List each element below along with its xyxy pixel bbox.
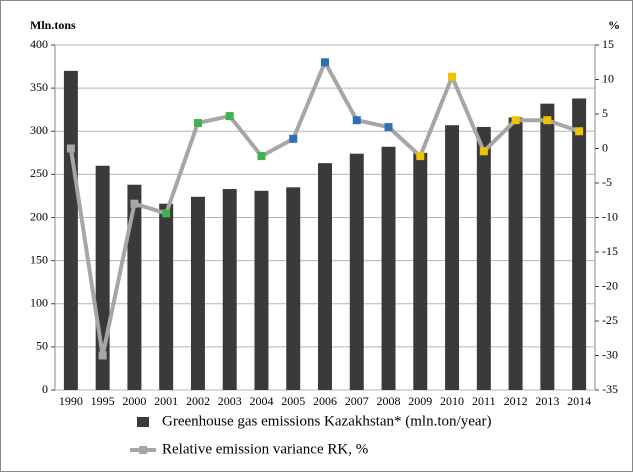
y2-tick-label: -25 — [602, 313, 618, 327]
marker — [416, 152, 425, 161]
bar — [476, 126, 491, 390]
x-tick-label: 2000 — [122, 394, 146, 408]
y2-tick-label: -30 — [602, 347, 618, 361]
x-tick-label: 2006 — [313, 394, 337, 408]
x-tick-label: 2011 — [472, 394, 496, 408]
bar — [286, 187, 301, 390]
y2-tick-label: 5 — [602, 106, 608, 120]
legend-label: Greenhouse gas emissions Kazakhstan* (ml… — [162, 413, 492, 429]
y2-tick-label: 0 — [602, 140, 608, 154]
marker — [66, 144, 75, 153]
marker — [162, 209, 171, 218]
marker — [257, 152, 266, 161]
bar — [572, 98, 587, 390]
marker — [193, 118, 202, 127]
bar — [349, 153, 364, 390]
x-tick-label: 1995 — [91, 394, 115, 408]
marker — [479, 147, 488, 156]
y-tick-label: 300 — [30, 123, 48, 137]
y2-tick-label: 15 — [602, 37, 614, 51]
bar — [445, 125, 460, 391]
x-tick-label: 2013 — [535, 394, 559, 408]
x-tick-label: 2001 — [154, 394, 178, 408]
bar — [540, 103, 555, 391]
marker — [352, 116, 361, 125]
bar — [318, 163, 332, 390]
legend-label: Relative emission variance RK, % — [162, 441, 368, 457]
x-tick-label: 2005 — [281, 394, 305, 408]
bar — [508, 117, 523, 390]
legend-swatch — [139, 446, 147, 454]
marker — [543, 116, 552, 125]
x-tick-label: 2010 — [440, 394, 464, 408]
marker — [98, 351, 107, 360]
bar — [254, 190, 269, 390]
bar — [127, 184, 142, 390]
y2-unit-label: % — [608, 18, 620, 32]
y-tick-label: 350 — [30, 80, 48, 94]
y-tick-label: 0 — [42, 382, 48, 396]
marker — [225, 112, 234, 121]
marker — [511, 116, 520, 125]
marker — [575, 127, 584, 136]
bar — [222, 189, 237, 390]
y-tick-label: 200 — [30, 209, 48, 223]
marker — [321, 58, 329, 67]
y-tick-label: 50 — [36, 339, 48, 353]
bar — [63, 70, 78, 390]
x-tick-label: 2002 — [186, 394, 210, 408]
marker — [448, 72, 457, 81]
marker — [384, 123, 393, 132]
y2-tick-label: 10 — [602, 71, 614, 85]
x-tick-label: 2004 — [249, 394, 273, 408]
bar — [381, 146, 396, 390]
y-unit-label: Mln.tons — [30, 18, 76, 32]
y2-tick-label: -20 — [602, 278, 618, 292]
x-tick-label: 2007 — [345, 394, 369, 408]
x-tick-label: 2003 — [218, 394, 242, 408]
marker — [289, 134, 298, 143]
marker — [130, 199, 139, 208]
y-tick-label: 250 — [30, 166, 48, 180]
y2-tick-label: -35 — [602, 382, 618, 396]
y-tick-label: 100 — [30, 296, 48, 310]
bar — [190, 196, 205, 390]
y-tick-label: 400 — [30, 37, 48, 51]
bar — [159, 203, 174, 390]
y2-tick-label: -15 — [602, 244, 618, 258]
y-tick-label: 150 — [30, 252, 48, 266]
x-tick-label: 2012 — [504, 394, 528, 408]
x-tick-label: 2009 — [408, 394, 432, 408]
x-tick-label: 1990 — [59, 394, 83, 408]
y2-tick-label: -5 — [602, 175, 612, 189]
y2-tick-label: -10 — [602, 209, 618, 223]
legend-swatch — [137, 417, 149, 427]
x-tick-label: 2014 — [567, 394, 591, 408]
x-tick-label: 2008 — [377, 394, 401, 408]
bar — [413, 152, 428, 390]
